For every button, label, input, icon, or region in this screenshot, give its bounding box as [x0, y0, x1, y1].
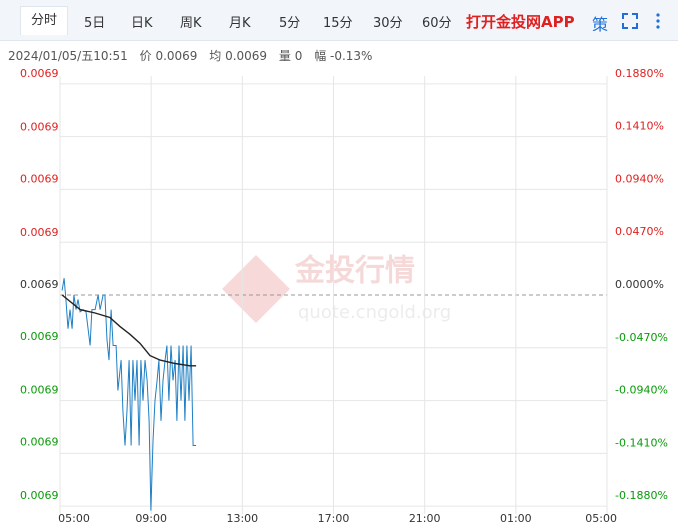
x-tick-label: 17:00: [318, 512, 350, 525]
y2-tick-label: 0.0069: [20, 278, 59, 291]
tab[interactable]: 月K: [229, 16, 251, 31]
tab[interactable]: 分时: [20, 6, 69, 35]
y-tick-label: -0.1880%: [615, 489, 668, 502]
y-tick-label: 0.1880%: [615, 67, 664, 80]
y-tick-label: 0.0940%: [615, 172, 664, 185]
y2-tick-label: 0.0069: [20, 173, 59, 186]
x-tick-label: 09:00: [135, 512, 167, 525]
more-icon[interactable]: [655, 13, 661, 29]
y-tick-label: 0.1410%: [615, 120, 664, 133]
toolbar: 分时 5日 日K 周K 月K 5分 15分 30分 60分 打开金投网APP 策: [0, 0, 678, 41]
tab[interactable]: 5日: [84, 16, 106, 31]
tab[interactable]: 60分: [422, 16, 452, 31]
average: 均 0.0069: [209, 49, 268, 63]
fullscreen-icon[interactable]: [622, 13, 638, 29]
y2-tick-label: 0.0069: [20, 435, 59, 448]
y2-tick-label: 0.0069: [20, 67, 59, 80]
y2-tick-label: 0.0069: [20, 226, 59, 239]
tab[interactable]: 30分: [373, 16, 403, 31]
volume: 量 0: [278, 49, 303, 63]
y2-tick-label: 0.0069: [20, 121, 59, 134]
y2-tick-label: 0.0069: [20, 489, 59, 502]
price: 价 0.0069: [139, 49, 198, 63]
y-tick-label: 0.0000%: [615, 278, 664, 291]
y-tick-label: 0.0470%: [615, 225, 664, 238]
price-line: [61, 278, 197, 511]
watermark-url: quote.cngold.org: [298, 302, 451, 323]
watermark: 金投行情 quote.cngold.org: [222, 254, 451, 323]
strategy-button[interactable]: 策: [592, 15, 609, 34]
y-tick-label: -0.1410%: [615, 436, 668, 449]
y2-tick-label: 0.0069: [20, 330, 59, 343]
change: 幅 -0.13%: [314, 49, 373, 63]
x-tick-label: 21:00: [409, 512, 441, 525]
x-tick-label: 05:00: [58, 512, 90, 525]
watermark-name: 金投行情: [294, 254, 415, 289]
y-tick-label: -0.0940%: [615, 384, 668, 397]
x-tick-label: 01:00: [500, 512, 532, 525]
datetime: 2024/01/05/五10:51: [8, 49, 128, 63]
tab[interactable]: 日K: [131, 16, 153, 31]
x-tick-label: 05:00: [585, 512, 617, 525]
y2-tick-label: 0.0069: [20, 383, 59, 396]
tab[interactable]: 5分: [279, 16, 301, 31]
price-line: [61, 294, 197, 367]
x-tick-label: 13:00: [226, 512, 258, 525]
y-tick-label: -0.0470%: [615, 331, 668, 344]
tab[interactable]: 周K: [180, 16, 202, 31]
info-bar: 2024/01/05/五10:51 价 0.0069 均 0.0069 量 0 …: [8, 47, 380, 64]
tab[interactable]: 15分: [323, 16, 353, 31]
app-link[interactable]: 打开金投网APP: [466, 13, 575, 31]
